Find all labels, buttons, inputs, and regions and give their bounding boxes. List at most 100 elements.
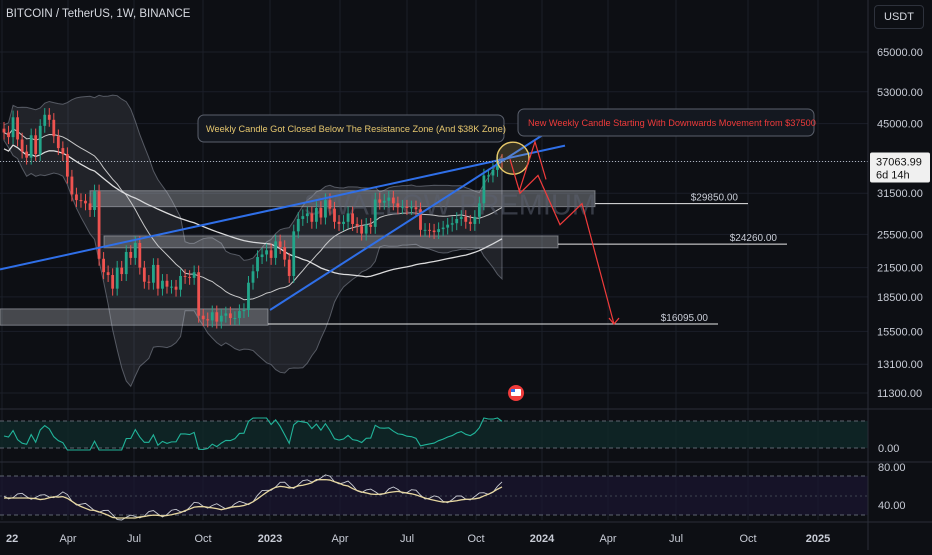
candle-body [84, 200, 87, 204]
candle-body [487, 175, 490, 177]
price-axis-label: 65000.00 [877, 47, 923, 59]
price-badge-value: 37063.99 [876, 156, 922, 168]
candle-body [65, 154, 69, 177]
level-label: $16095.00 [661, 313, 709, 324]
price-axis-label: 31500.00 [877, 188, 923, 200]
candle-body [174, 286, 178, 290]
candle-body [464, 216, 468, 222]
candle-body [165, 280, 169, 287]
candle-body [410, 207, 413, 209]
candle-body [56, 136, 60, 149]
candle-body [97, 191, 101, 259]
candle-body [400, 206, 404, 208]
candle-body [428, 229, 431, 231]
candle-body [206, 319, 210, 321]
candle-body [238, 311, 241, 319]
candle-body [2, 128, 6, 133]
candle-body [147, 281, 151, 283]
time-axis-label: Jul [669, 533, 683, 545]
candle-body [256, 257, 259, 272]
highlight-circle [496, 141, 530, 175]
projection-path [509, 159, 615, 325]
time-axis-label: Apr [599, 533, 616, 545]
price-axis-label: 15500.00 [877, 326, 923, 338]
candle-body [47, 114, 51, 120]
candle-body [491, 169, 495, 176]
low-zone [0, 308, 269, 326]
candle-body [7, 132, 10, 138]
time-axis-label: Apr [59, 533, 76, 545]
price-axis-label: 13100.00 [877, 359, 923, 371]
oscillator-1-line [3, 417, 503, 451]
candle-body [301, 216, 305, 219]
candle-body [310, 213, 314, 222]
candle-body [151, 264, 155, 283]
oscillator-1-band [0, 421, 868, 448]
candle-body [219, 315, 223, 322]
candle-body [441, 227, 445, 230]
candle-body [25, 151, 29, 158]
candle-body [38, 125, 42, 155]
price-axis-label: 21500.00 [877, 263, 923, 275]
time-axis-label: Jul [400, 533, 414, 545]
price-badge [870, 152, 930, 183]
candle-body [233, 318, 237, 320]
time-axis-label: Oct [194, 533, 211, 545]
candle-body [16, 117, 19, 140]
candle-body [111, 275, 115, 289]
flag-icon-canton [511, 389, 515, 392]
candle-body [351, 213, 355, 224]
candle-body [197, 272, 201, 316]
time-axis-label: Oct [467, 533, 484, 545]
candle-body [432, 230, 436, 233]
candle-body [133, 242, 137, 258]
candle-body [360, 226, 364, 234]
candle-body [391, 197, 395, 204]
price-axis-label: 18500.00 [877, 292, 923, 304]
projection-wave [518, 139, 547, 193]
candle-body [333, 208, 336, 222]
candle-body [179, 275, 182, 290]
candle-body [319, 207, 323, 218]
candle-body [102, 258, 106, 273]
candle-body [29, 135, 33, 158]
candle-body [278, 241, 282, 248]
candle-body [342, 221, 345, 224]
time-axis-label: 2025 [806, 533, 830, 545]
oscillator-2-axis-label: 80.00 [878, 462, 906, 474]
oscillator-1-axis-label: 0.00 [878, 443, 899, 455]
price-axis-label: 45000.00 [877, 119, 923, 131]
candle-body [269, 250, 273, 258]
candle-body [142, 267, 146, 282]
candle-body [337, 221, 341, 224]
candle-body [482, 175, 486, 204]
candle-body [43, 114, 47, 126]
level-label: $24260.00 [730, 233, 778, 244]
annotation-left-text: Weekly Candle Got Closed Below The Resis… [206, 124, 506, 134]
time-axis-label: Oct [739, 533, 756, 545]
candle-body [387, 197, 391, 201]
time-axis-label: 22 [6, 533, 18, 545]
level-label: $29850.00 [691, 193, 739, 204]
candle-body [450, 223, 454, 225]
candle-body [446, 224, 450, 228]
price-badge-countdown: 6d 14h [876, 169, 910, 181]
candle-body [20, 139, 24, 152]
candle-body [75, 194, 78, 201]
currency-button[interactable]: USDT [874, 5, 924, 29]
candle-body [61, 148, 65, 155]
candle-body [215, 312, 219, 322]
candle-body [251, 271, 255, 283]
candle-body [228, 313, 232, 319]
candle-body [124, 251, 128, 275]
candle-body [314, 207, 318, 222]
candle-body [296, 218, 300, 232]
annotation-right-text: New Weekly Candle Starting With Downward… [528, 118, 816, 128]
candle-body [106, 272, 110, 276]
candle-body [188, 276, 192, 278]
time-axis-label: 2023 [258, 533, 282, 545]
candle-body [373, 199, 377, 227]
annotation-box-left [197, 114, 505, 143]
time-axis-label: Jul [127, 533, 141, 545]
